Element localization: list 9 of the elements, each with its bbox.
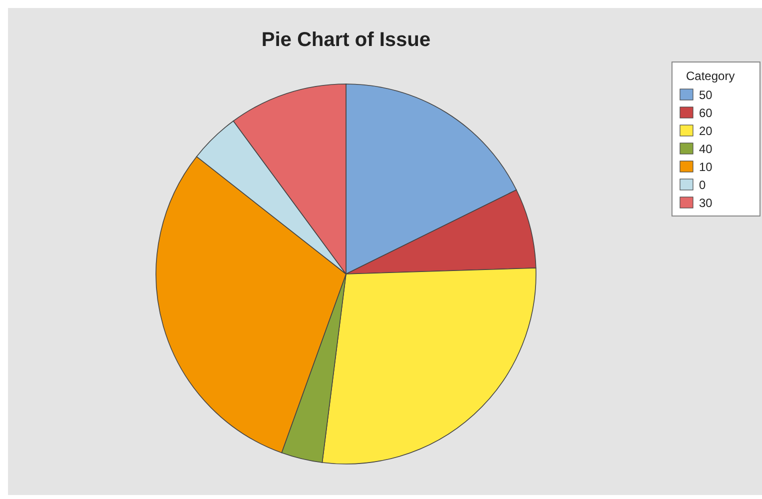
- legend-label: 0: [699, 178, 706, 192]
- legend-label: 60: [699, 106, 713, 120]
- legend-label: 20: [699, 124, 713, 138]
- chart-title: Pie Chart of Issue: [262, 29, 430, 51]
- legend-label: 30: [699, 196, 713, 210]
- legend-title: Category: [686, 69, 735, 83]
- legend-label: 10: [699, 160, 713, 174]
- legend-label: 50: [699, 88, 713, 102]
- legend-label: 40: [699, 142, 713, 156]
